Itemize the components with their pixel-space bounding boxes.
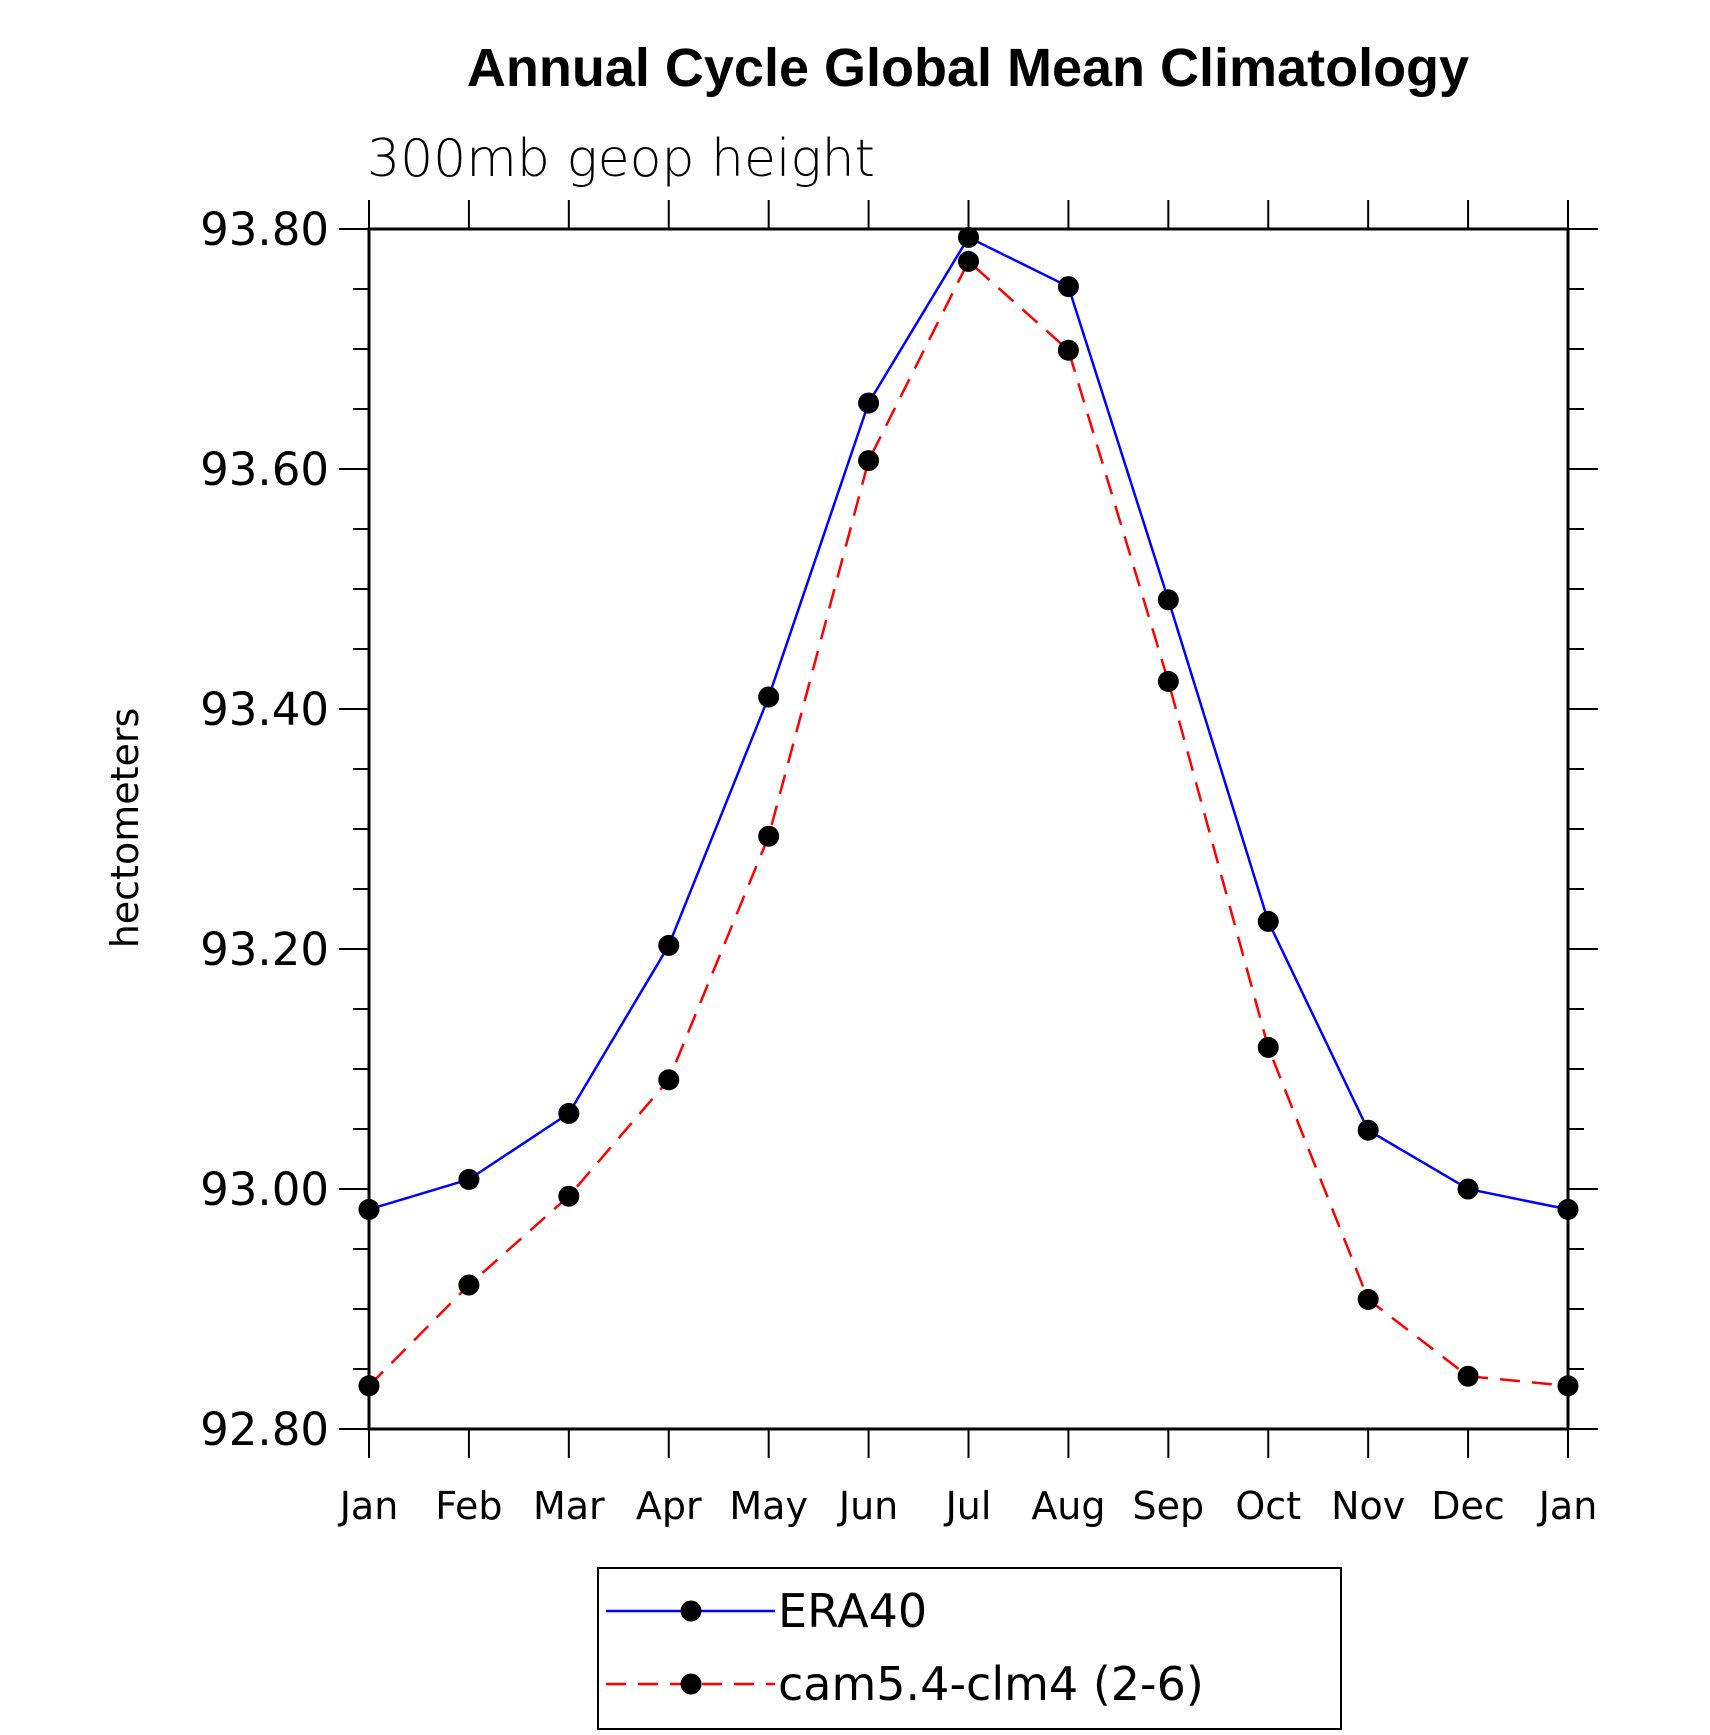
series-layer xyxy=(358,226,1579,1397)
series-2-point xyxy=(558,1185,580,1207)
series-2-point xyxy=(1557,1375,1579,1397)
legend-marker xyxy=(680,1600,702,1622)
series-1-point xyxy=(558,1102,580,1124)
series-1-point xyxy=(1357,1119,1379,1141)
series-1-point xyxy=(358,1198,380,1220)
series-1-point xyxy=(1557,1198,1579,1220)
series-line-1 xyxy=(368,235,1569,1211)
legend-marker xyxy=(680,1673,702,1695)
y-tick-label: 93.20 xyxy=(200,923,329,976)
series-2-point xyxy=(1157,670,1179,692)
x-tick-label: Apr xyxy=(636,1484,702,1528)
x-tick-label: May xyxy=(729,1484,808,1528)
x-tick-label: Aug xyxy=(1031,1484,1105,1528)
x-tick-label: Jan xyxy=(1537,1484,1598,1528)
series-2-point xyxy=(1357,1288,1379,1310)
series-2-point xyxy=(658,1069,680,1091)
legend: ERA40 cam5.4-clm4 (2-6) xyxy=(606,1584,1204,1711)
series-2-point xyxy=(458,1274,480,1296)
series-1-point xyxy=(1257,910,1279,932)
legend-label: cam5.4-clm4 (2-6) xyxy=(778,1657,1204,1711)
x-tick-label: Jun xyxy=(837,1484,898,1528)
series-1-point xyxy=(1157,589,1179,611)
chart-subtitle: 300mb geop height xyxy=(367,129,875,189)
x-tick-label: Sep xyxy=(1133,1484,1205,1528)
series-1-point xyxy=(758,686,780,708)
series-1-point xyxy=(658,934,680,956)
legend-box xyxy=(597,1567,1342,1730)
y-tick-label: 93.00 xyxy=(200,1163,329,1216)
axes: 92.80 93.00 93.20 93.40 93.60 93.80 Jan Feb Mar A… xyxy=(200,200,1598,1528)
x-tick-label: Mar xyxy=(533,1484,605,1528)
x-tick-label: Jan xyxy=(338,1484,399,1528)
series-2-point xyxy=(958,250,979,272)
series-1-point xyxy=(858,392,880,414)
series-2-point xyxy=(858,450,880,472)
series-2-point xyxy=(1257,1036,1279,1058)
y-tick-label: 92.80 xyxy=(200,1403,329,1456)
x-tick-label: Dec xyxy=(1431,1484,1505,1528)
x-tick-label: Feb xyxy=(435,1484,502,1528)
y-axis-label: hectometers xyxy=(103,708,147,949)
series-1-point xyxy=(1457,1178,1479,1200)
y-tick-label: 93.60 xyxy=(200,443,329,496)
y-tick-label: 93.80 xyxy=(200,203,329,256)
x-tick-label: Nov xyxy=(1331,1484,1405,1528)
series-2-point xyxy=(1457,1365,1479,1387)
series-line-2 xyxy=(368,259,1569,1388)
x-tick-label: Oct xyxy=(1235,1484,1301,1528)
plot-frame xyxy=(367,227,1570,1431)
y-tick-label: 93.40 xyxy=(200,683,329,736)
legend-label: ERA40 xyxy=(778,1584,927,1638)
series-1-point xyxy=(958,226,979,248)
series-2-point xyxy=(1057,339,1079,361)
series-1-point xyxy=(1057,276,1079,298)
series-2-point xyxy=(758,825,780,847)
series-1-point xyxy=(458,1168,480,1190)
x-tick-label: Jul xyxy=(944,1484,992,1528)
chart-title: Annual Cycle Global Mean Climatology xyxy=(467,38,1469,98)
series-2-point xyxy=(358,1375,380,1397)
